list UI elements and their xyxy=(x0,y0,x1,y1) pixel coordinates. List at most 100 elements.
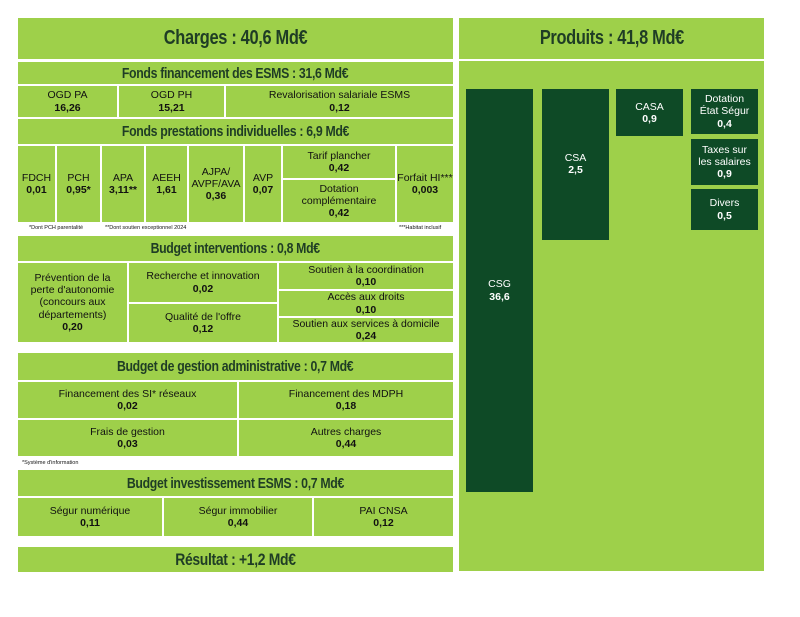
investissement-item-label: Ségur immobilier xyxy=(198,504,278,517)
produit-value: 0,4 xyxy=(717,117,732,130)
resultat-title: Résultat : +1,2 Md€ xyxy=(175,549,296,569)
prestation-item-tarif-plancher: Tarif plancher 0,42 xyxy=(283,146,395,178)
gestion-item-autres: Autres charges 0,44 xyxy=(239,420,453,456)
produit-taxes-salaires: Taxes sur les salaires 0,9 xyxy=(691,139,758,185)
produits-header: Produits : 41,8 Md€ xyxy=(459,18,764,59)
gestion-item-value: 0,18 xyxy=(335,400,357,412)
gestion-item-si: Financement des SI* réseaux 0,02 xyxy=(18,382,237,418)
produit-value: 36,6 xyxy=(489,290,510,303)
prestation-item-forfait-hi: Forfait HI*** 0,003 xyxy=(397,146,453,222)
intervention-item-value: 0,12 xyxy=(192,323,214,335)
produit-label: CASA xyxy=(635,101,664,113)
esms-title: Fonds financement des ESMS : 31,6 Md€ xyxy=(122,64,349,82)
investissement-item-segur-immobilier: Ségur immobilier 0,44 xyxy=(164,498,312,536)
gestion-item-label: Financement des SI* réseaux xyxy=(58,387,197,400)
prestation-item-label: AVP xyxy=(252,171,274,184)
produits-title: Produits : 41,8 Md€ xyxy=(539,27,684,49)
prestation-item-fdch: FDCH 0,01 xyxy=(18,146,55,222)
prestation-item-value: 1,61 xyxy=(156,184,177,196)
esms-item-revalorisation: Revalorisation salariale ESMS 0,12 xyxy=(226,86,453,117)
charges-title: Charges : 40,6 Md€ xyxy=(163,27,308,49)
footnote-si: *Système d'information xyxy=(22,460,79,466)
produit-value: 0,5 xyxy=(717,209,732,222)
investissement-item-pai-cnsa: PAI CNSA 0,12 xyxy=(314,498,453,536)
prestation-item-label: Dotation complémentaire xyxy=(301,182,377,207)
gestion-item-label: Frais de gestion xyxy=(90,425,165,438)
intervention-item-value: 0,20 xyxy=(62,320,83,333)
prestation-item-value: 0,95* xyxy=(66,184,91,196)
interventions-header: Budget interventions : 0,8 Md€ xyxy=(18,236,453,261)
interventions-title: Budget interventions : 0,8 Md€ xyxy=(150,240,321,257)
prestation-item-label: APA xyxy=(112,171,134,184)
resultat-banner: Résultat : +1,2 Md€ xyxy=(18,547,453,572)
produit-label: Divers xyxy=(709,197,740,210)
prestation-item-value: 0,003 xyxy=(411,184,439,196)
intervention-item-value: 0,10 xyxy=(355,303,377,316)
prestation-item-value: 3,11** xyxy=(108,184,138,196)
investissement-item-value: 0,11 xyxy=(80,517,100,529)
gestion-item-mdph: Financement des MDPH 0,18 xyxy=(239,382,453,418)
intervention-item-label: Recherche et innovation xyxy=(146,270,260,283)
prestation-item-label: AJPA/ AVPF/AVA xyxy=(191,165,241,190)
esms-item-value: 15,21 xyxy=(158,101,185,114)
produit-casa: CASA 0,9 xyxy=(616,89,683,136)
footnote-habitat: ***Habitat inclusif xyxy=(399,225,442,231)
prestation-item-label: FDCH xyxy=(21,171,52,184)
esms-item-value: 0,12 xyxy=(329,101,350,114)
investissement-header: Budget investissement ESMS : 0,7 Md€ xyxy=(18,470,453,496)
prestation-item-label: PCH xyxy=(67,171,90,184)
produit-dotation-etat-segur: Dotation État Ségur 0,4 xyxy=(691,89,758,134)
prestation-item-ajpa: AJPA/ AVPF/AVA 0,36 xyxy=(189,146,243,222)
intervention-item-recherche: Recherche et innovation 0,02 xyxy=(129,263,277,302)
footnote-pch: *Dont PCH parentalité xyxy=(29,225,84,231)
prestations-header: Fonds prestations individuelles : 6,9 Md… xyxy=(18,119,453,144)
produit-csa: CSA 2,5 xyxy=(542,89,609,240)
produit-value: 2,5 xyxy=(568,164,583,177)
intervention-item-prevention: Prévention de la perte d'autonomie (conc… xyxy=(18,263,127,342)
gestion-header: Budget de gestion administrative : 0,7 M… xyxy=(18,353,453,380)
esms-item-ogd-pa: OGD PA 16,26 xyxy=(18,86,117,117)
prestation-item-dotation: Dotation complémentaire 0,42 xyxy=(283,180,395,222)
charges-header: Charges : 40,6 Md€ xyxy=(18,18,453,59)
produit-label: CSA xyxy=(564,152,587,164)
esms-item-ogd-ph: OGD PH 15,21 xyxy=(119,86,224,117)
produit-csg: CSG 36,6 xyxy=(466,89,533,492)
intervention-item-label: Qualité de l'offre xyxy=(165,310,241,323)
intervention-item-value: 0,24 xyxy=(355,330,377,342)
produit-value: 0,9 xyxy=(642,113,657,126)
produit-label: Taxes sur les salaires xyxy=(698,143,751,168)
prestation-item-value: 0,42 xyxy=(328,207,350,220)
investissement-item-segur-numerique: Ségur numérique 0,11 xyxy=(18,498,162,536)
gestion-item-frais: Frais de gestion 0,03 xyxy=(18,420,237,456)
gestion-item-label: Financement des MDPH xyxy=(288,387,404,400)
intervention-item-acces-droits: Accès aux droits 0,10 xyxy=(279,291,453,316)
intervention-item-coordination: Soutien à la coordination 0,10 xyxy=(279,263,453,289)
gestion-item-label: Autres charges xyxy=(310,425,382,438)
prestation-item-apa: APA 3,11** xyxy=(102,146,144,222)
prestation-item-pch: PCH 0,95* xyxy=(57,146,100,222)
prestation-item-avp: AVP 0,07 xyxy=(245,146,281,222)
intervention-item-label: Accès aux droits xyxy=(327,291,405,304)
investissement-title: Budget investissement ESMS : 0,7 Md€ xyxy=(126,474,345,492)
prestation-item-value: 0,36 xyxy=(205,190,227,203)
produits-divider xyxy=(459,59,764,61)
produit-label: Dotation État Ségur xyxy=(699,93,750,118)
intervention-item-value: 0,10 xyxy=(355,276,377,288)
prestation-item-label: AEEH xyxy=(152,171,181,184)
esms-header: Fonds financement des ESMS : 31,6 Md€ xyxy=(18,62,453,84)
esms-item-label: OGD PA xyxy=(47,89,88,102)
gestion-item-value: 0,44 xyxy=(335,438,357,450)
produit-label: CSG xyxy=(488,278,511,291)
gestion-title: Budget de gestion administrative : 0,7 M… xyxy=(117,358,354,375)
esms-item-value: 16,26 xyxy=(54,101,81,114)
investissement-item-value: 0,12 xyxy=(373,517,394,529)
footnote-apa: **Dont soutien exceptionnel 2024 xyxy=(105,225,187,231)
produit-divers: Divers 0,5 xyxy=(691,189,758,230)
intervention-item-value: 0,02 xyxy=(192,282,214,295)
intervention-item-qualite: Qualité de l'offre 0,12 xyxy=(129,304,277,342)
investissement-item-label: Ségur numérique xyxy=(49,504,131,517)
intervention-item-label: Prévention de la perte d'autonomie (conc… xyxy=(30,272,115,321)
esms-item-label: Revalorisation salariale ESMS xyxy=(268,89,411,102)
gestion-item-value: 0,03 xyxy=(117,438,138,450)
investissement-item-label: PAI CNSA xyxy=(359,504,408,517)
